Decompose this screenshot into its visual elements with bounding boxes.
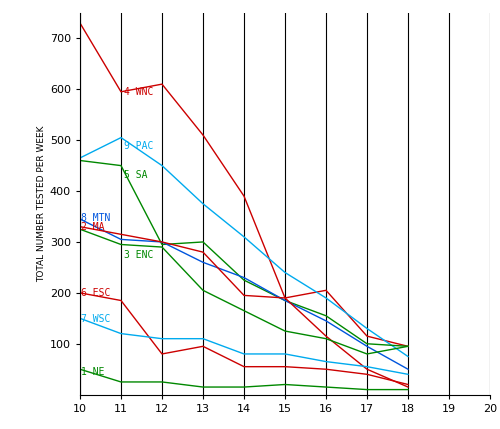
Text: 5 SA: 5 SA: [124, 170, 148, 180]
Text: 8 MTN: 8 MTN: [81, 212, 110, 223]
Text: 4 WNC: 4 WNC: [124, 87, 154, 97]
Y-axis label: TOTAL NUMBER TESTED PER WEEK: TOTAL NUMBER TESTED PER WEEK: [36, 126, 46, 282]
Text: 6 ESC: 6 ESC: [81, 288, 110, 298]
Text: 3 ENC: 3 ENC: [124, 250, 154, 260]
Text: 2 MA: 2 MA: [81, 222, 104, 232]
Text: 9 PAC: 9 PAC: [124, 141, 154, 151]
Text: 1 NE: 1 NE: [81, 367, 104, 377]
Text: 7 WSC: 7 WSC: [81, 314, 110, 324]
